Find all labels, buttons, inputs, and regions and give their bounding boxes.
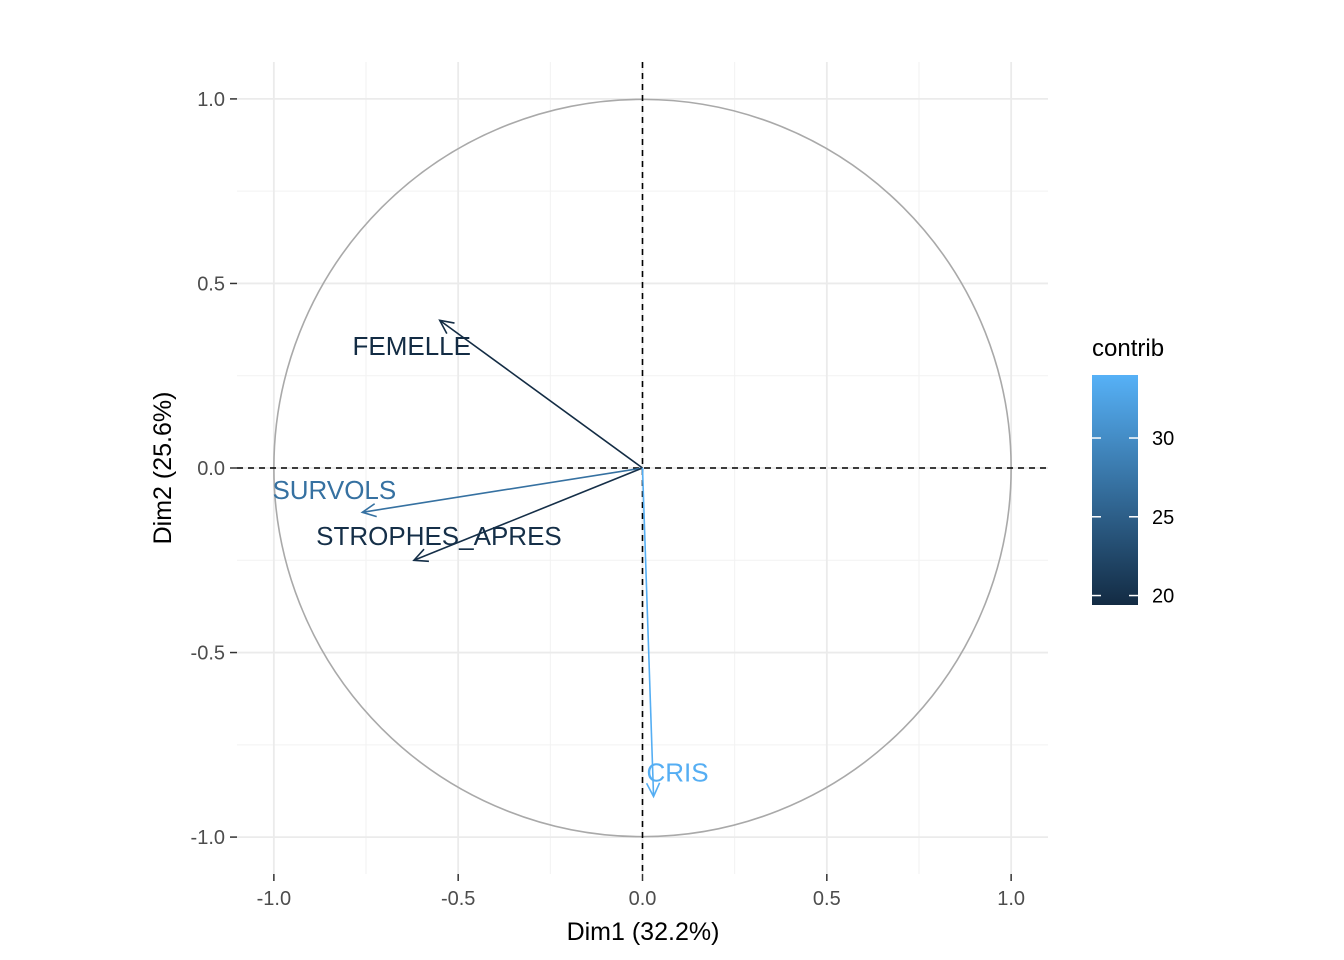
x-tick-label: 0.0 bbox=[629, 888, 657, 910]
arrow-shaft-strophes-apres bbox=[413, 467, 643, 562]
x-tick-label: 0.5 bbox=[813, 888, 841, 910]
legend-tick-label: 25 bbox=[1152, 507, 1174, 529]
variable-arrows bbox=[360, 319, 661, 799]
arrow-shaft-cris bbox=[641, 467, 655, 797]
y-tick-label: -1.0 bbox=[191, 827, 225, 849]
arrow-strophes-apres bbox=[412, 467, 643, 563]
arrow-survols bbox=[360, 467, 643, 518]
y-axis-title: Dim2 (25.6%) bbox=[149, 392, 177, 545]
x-axis-title: Dim1 (32.2%) bbox=[567, 918, 720, 946]
y-tick-label: 0.0 bbox=[197, 458, 225, 480]
y-axis: -1.0 -0.5 0.0 0.5 1.0 bbox=[191, 89, 237, 849]
arrow-head-cris bbox=[645, 782, 661, 799]
label-femelle: FEMELLE bbox=[353, 331, 472, 361]
arrow-cris bbox=[641, 467, 661, 799]
legend-colorbar bbox=[1092, 375, 1138, 605]
y-tick-label: 1.0 bbox=[197, 89, 225, 111]
arrow-shaft-survols bbox=[362, 467, 643, 514]
x-tick-label: -1.0 bbox=[257, 888, 291, 910]
label-cris: CRIS bbox=[646, 757, 708, 787]
legend: contrib 20 25 30 bbox=[1092, 335, 1174, 608]
legend-title: contrib bbox=[1092, 335, 1164, 362]
x-tick-label: -0.5 bbox=[441, 888, 475, 910]
variable-labels: FEMELLE SURVOLS STROPHES_APRES CRIS bbox=[272, 331, 708, 787]
legend-tick-label: 30 bbox=[1152, 428, 1174, 450]
label-strophes-apres: STROPHES_APRES bbox=[316, 521, 562, 551]
y-tick-label: 0.5 bbox=[197, 273, 225, 295]
x-axis: -1.0 -0.5 0.0 0.5 1.0 bbox=[257, 874, 1025, 910]
arrow-head-strophes-apres bbox=[412, 548, 429, 563]
arrow-shaft-femelle bbox=[439, 319, 643, 469]
reference-lines bbox=[237, 62, 1048, 874]
label-survols: SURVOLS bbox=[272, 475, 396, 505]
arrow-head-survols bbox=[360, 503, 377, 518]
legend-tick-label: 20 bbox=[1152, 586, 1174, 608]
arrow-head-femelle bbox=[438, 319, 455, 334]
arrow-femelle bbox=[438, 319, 643, 469]
x-tick-label: 1.0 bbox=[997, 888, 1025, 910]
y-tick-label: -0.5 bbox=[191, 643, 225, 665]
